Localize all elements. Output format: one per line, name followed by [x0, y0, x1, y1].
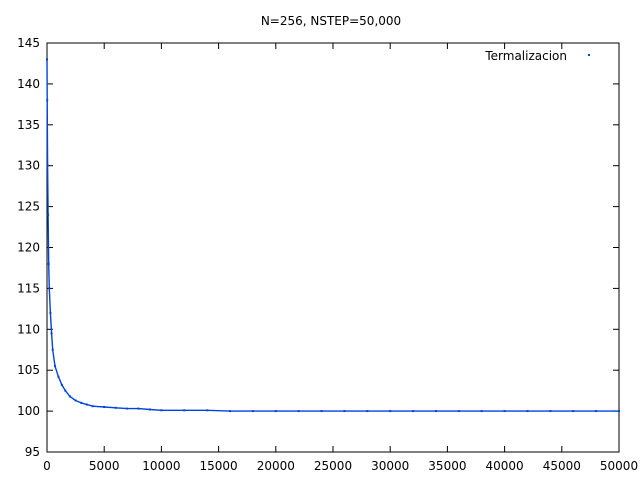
data-point [50, 332, 53, 335]
x-tick-label: 35000 [428, 459, 466, 473]
y-tick-label: 145 [17, 36, 40, 50]
data-point [126, 407, 129, 410]
y-tick-label: 100 [17, 404, 40, 418]
data-point [80, 401, 83, 404]
data-point [60, 383, 63, 386]
x-tick-label: 40000 [486, 459, 524, 473]
series-line [46, 59, 619, 412]
y-tick-label: 105 [17, 363, 40, 377]
x-tick-label: 20000 [257, 459, 295, 473]
x-tick-label: 10000 [142, 459, 180, 473]
x-tick-label: 0 [43, 459, 51, 473]
data-point [49, 311, 52, 314]
data-point [297, 410, 300, 413]
x-tick-label: 45000 [543, 459, 581, 473]
y-tick-label: 125 [17, 200, 40, 214]
data-point [74, 399, 77, 402]
data-point [526, 410, 529, 413]
data-point [274, 410, 277, 413]
x-tick-label: 30000 [371, 459, 409, 473]
plot-frame [46, 42, 620, 453]
data-point [229, 410, 231, 413]
data-point [68, 395, 71, 398]
data-point [114, 406, 117, 409]
data-point [46, 58, 48, 61]
data-point [46, 164, 49, 167]
y-tick-label: 110 [17, 322, 40, 336]
x-tick-label: 15000 [200, 459, 238, 473]
data-point [251, 410, 254, 413]
y-tick-label: 120 [17, 241, 40, 255]
y-tick-label: 135 [17, 118, 40, 132]
data-point [160, 409, 163, 412]
data-point [412, 410, 415, 413]
data-point [618, 410, 620, 413]
data-point [86, 403, 88, 406]
y-tick-label: 95 [25, 445, 40, 459]
data-point [595, 410, 598, 413]
data-point [366, 410, 369, 413]
data-point [343, 410, 346, 413]
data-point [137, 407, 140, 410]
data-point [54, 365, 56, 368]
data-point [51, 348, 54, 351]
x-tick-label: 25000 [314, 459, 352, 473]
data-point [572, 410, 575, 413]
data-point [503, 410, 506, 413]
y-tick-label: 115 [17, 281, 40, 295]
data-point [549, 410, 552, 413]
x-tick-label: 50000 [600, 459, 638, 473]
series-layer [46, 58, 620, 413]
data-point [103, 406, 106, 408]
data-point [480, 410, 483, 413]
data-point [149, 408, 151, 411]
chart-title: N=256, NSTEP=50,000 [261, 14, 401, 28]
y-tick-label: 140 [17, 77, 40, 91]
axes: 95 100 105 110 115 120 125 130 135 140 145 0 5000 100… [17, 36, 638, 473]
y-tick-label: 130 [17, 159, 40, 173]
data-point [91, 405, 94, 408]
data-point [64, 389, 67, 392]
data-point [206, 409, 209, 412]
data-point [435, 410, 437, 413]
legend-marker [588, 54, 590, 56]
x-tick-label: 5000 [89, 459, 120, 473]
data-point [389, 410, 392, 413]
data-point [46, 99, 49, 102]
data-point [183, 409, 186, 412]
legend: Termalizacion [484, 49, 590, 63]
data-point [47, 262, 50, 265]
legend-label: Termalizacion [484, 49, 567, 63]
data-point [47, 213, 50, 216]
data-point [48, 287, 51, 290]
data-point [57, 375, 60, 378]
data-point [457, 410, 460, 413]
data-point [320, 410, 323, 413]
